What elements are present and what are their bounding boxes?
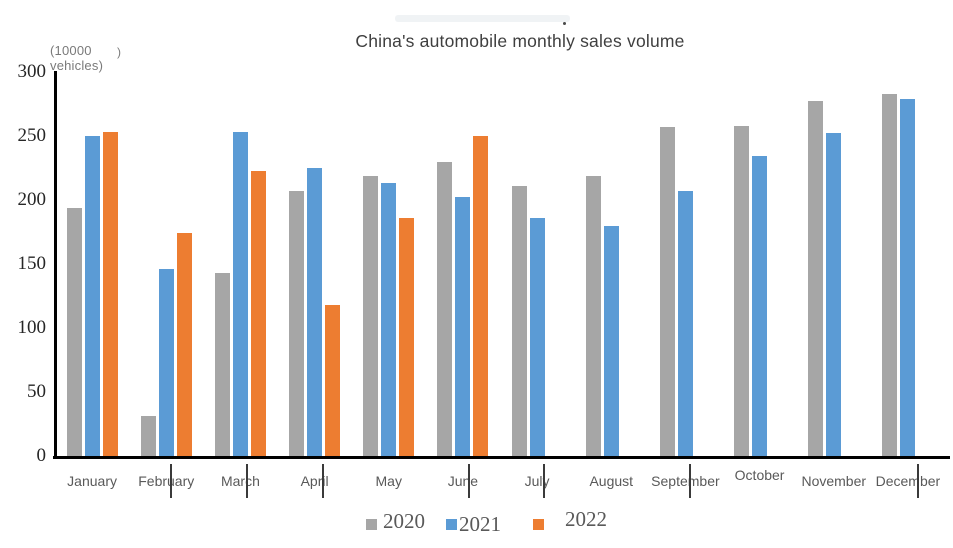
- legend-entry-2020: 2020: [366, 511, 425, 532]
- bar-2021-april: [307, 168, 323, 456]
- y-label-100: 100: [17, 317, 47, 338]
- bar-2020-march: [214, 272, 230, 456]
- y-label-50: 50: [27, 381, 46, 402]
- stray-paren-artifact: ): [117, 45, 121, 59]
- bar-2021-december: [900, 98, 916, 456]
- bar-group-january: [55, 72, 129, 456]
- bar-group-march: [203, 72, 277, 456]
- bar-2022-march: [250, 170, 266, 456]
- legend-label-2022: 2022: [565, 507, 607, 531]
- x-label-april: April: [300, 473, 329, 489]
- stray-tick-artifact: [689, 464, 691, 498]
- bar-group-august: [574, 72, 648, 456]
- y-label-0: 0: [36, 445, 47, 466]
- y-label-200: 200: [17, 189, 47, 210]
- bar-2021-february: [158, 269, 174, 456]
- bar-2021-september: [677, 191, 693, 456]
- y-axis-line: [54, 71, 57, 459]
- stray-tick-artifact: [468, 464, 470, 498]
- legend-entry-2021: 2021: [446, 511, 501, 535]
- x-label-march: March: [220, 473, 260, 489]
- bar-2020-august: [585, 175, 601, 456]
- bar-group-february: [129, 72, 203, 456]
- x-label-august: August: [589, 473, 634, 489]
- bar-group-april: [278, 72, 352, 456]
- bar-group-november: [797, 72, 871, 456]
- plot-area: [55, 72, 945, 456]
- bar-group-december: [871, 72, 945, 456]
- legend-swatch-2022: [533, 519, 544, 530]
- bar-2020-december: [882, 93, 898, 456]
- bar-group-july: [500, 72, 574, 456]
- bar-group-september: [648, 72, 722, 456]
- x-label-october: October: [734, 467, 785, 483]
- bar-2020-june: [437, 161, 453, 456]
- bar-2021-july: [529, 217, 545, 456]
- bar-2022-february: [176, 233, 192, 456]
- legend-swatch-2021: [446, 519, 457, 530]
- bar-2020-september: [659, 127, 675, 456]
- bar-2021-march: [232, 132, 248, 456]
- bar-2021-august: [603, 225, 619, 456]
- bar-2021-june: [455, 197, 471, 456]
- x-label-december: December: [875, 473, 941, 489]
- bar-2020-october: [734, 125, 750, 456]
- x-label-july: July: [524, 473, 550, 489]
- bar-group-october: [723, 72, 797, 456]
- bar-group-june: [426, 72, 500, 456]
- y-label-250: 250: [17, 125, 47, 146]
- x-label-june: June: [447, 473, 479, 489]
- bar-2020-february: [140, 416, 156, 456]
- legend-label-2020: 2020: [383, 509, 425, 533]
- y-axis-unit-line1: (10000: [50, 43, 92, 58]
- x-axis-line: [53, 456, 950, 459]
- x-label-november: November: [801, 473, 867, 489]
- chart-legend: 2020 2021 2022: [366, 507, 607, 535]
- dot-artifact: [563, 22, 566, 25]
- y-label-150: 150: [17, 253, 47, 274]
- bar-2020-january: [66, 207, 82, 456]
- screenshot-smudge-artifact: [395, 15, 570, 22]
- stray-tick-artifact: [170, 464, 172, 498]
- bar-2022-may: [399, 217, 415, 456]
- stray-tick-artifact: [543, 464, 545, 498]
- bar-2022-january: [102, 132, 118, 456]
- bar-2020-july: [511, 185, 527, 456]
- bar-2021-january: [84, 136, 100, 456]
- bar-2020-may: [363, 175, 379, 456]
- x-label-may: May: [375, 473, 402, 489]
- bar-2021-november: [826, 133, 842, 456]
- bar-2021-october: [752, 156, 768, 456]
- stray-tick-artifact: [322, 464, 324, 498]
- legend-entry-2022: 2022: [533, 507, 607, 531]
- stray-tick-artifact: [917, 464, 919, 498]
- x-label-january: January: [67, 473, 117, 489]
- legend-label-2021: 2021: [459, 512, 501, 536]
- bar-2022-april: [325, 304, 341, 456]
- bar-2020-november: [808, 101, 824, 456]
- x-label-september: September: [651, 473, 720, 489]
- y-axis-unit-label: (10000 vehicles): [50, 43, 103, 73]
- bar-2020-april: [289, 191, 305, 456]
- bar-2022-june: [473, 136, 489, 456]
- stray-tick-artifact: [246, 464, 248, 498]
- y-label-300: 300: [17, 61, 47, 82]
- x-label-february: February: [138, 473, 195, 489]
- legend-swatch-2020: [366, 519, 377, 530]
- chart-title: China's automobile monthly sales volume: [355, 31, 685, 51]
- y-axis-unit-line2: vehicles): [50, 58, 104, 73]
- bar-2021-may: [381, 183, 397, 456]
- bar-group-may: [352, 72, 426, 456]
